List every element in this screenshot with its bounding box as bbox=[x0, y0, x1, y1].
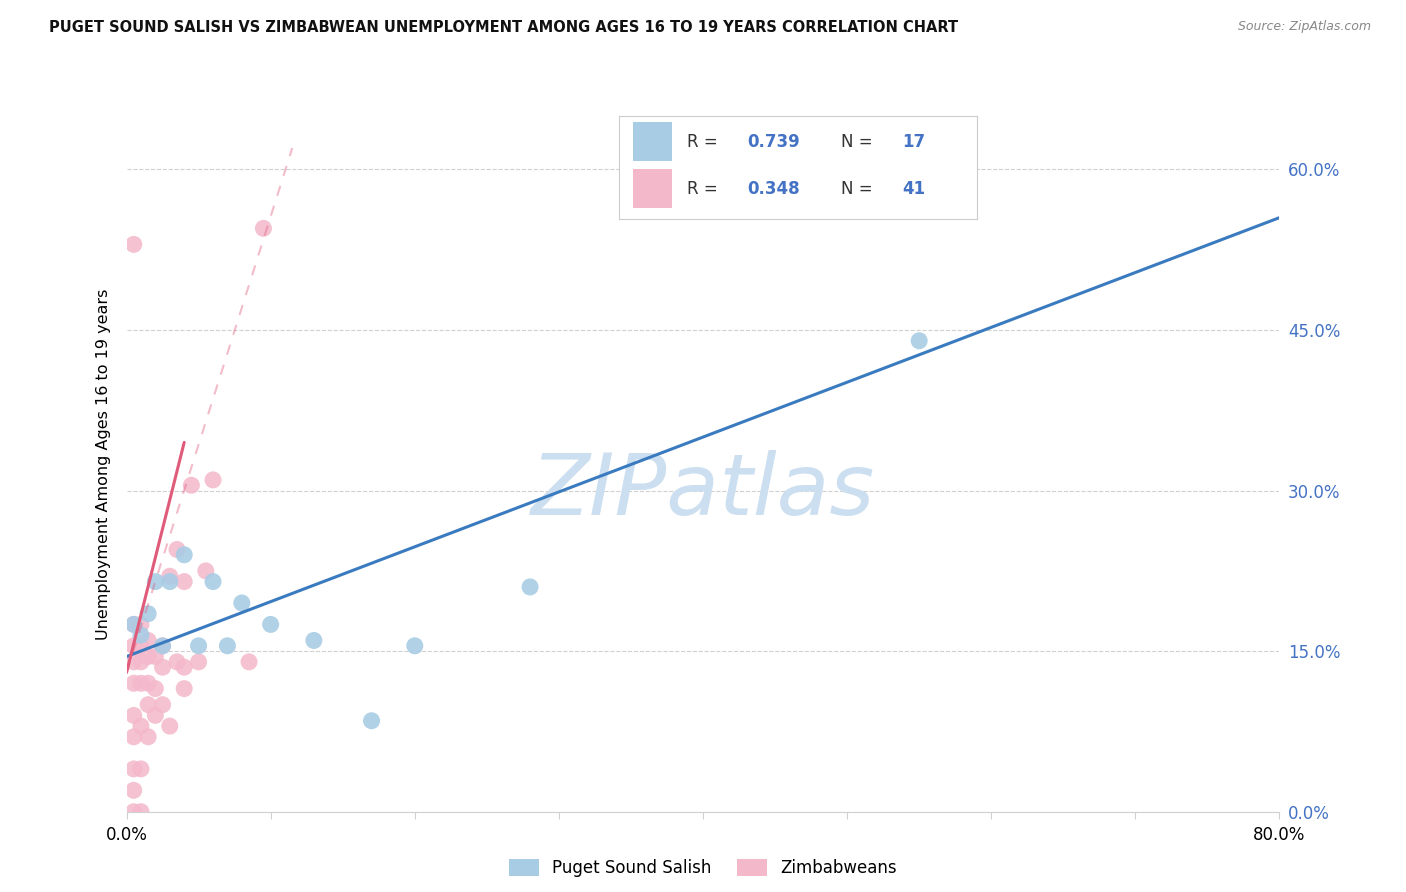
Point bbox=[519, 580, 541, 594]
Point bbox=[166, 542, 188, 557]
Point bbox=[259, 617, 281, 632]
Point bbox=[152, 698, 174, 712]
Point bbox=[252, 221, 274, 235]
Text: PUGET SOUND SALISH VS ZIMBABWEAN UNEMPLOYMENT AMONG AGES 16 TO 19 YEARS CORRELAT: PUGET SOUND SALISH VS ZIMBABWEAN UNEMPLO… bbox=[49, 20, 959, 35]
Point bbox=[908, 334, 931, 348]
Point bbox=[129, 639, 152, 653]
Point bbox=[145, 574, 166, 589]
Point bbox=[136, 607, 159, 621]
Point bbox=[404, 639, 426, 653]
Point bbox=[122, 708, 145, 723]
FancyBboxPatch shape bbox=[633, 169, 672, 208]
Point bbox=[122, 617, 145, 632]
Point bbox=[122, 676, 145, 690]
Point bbox=[173, 574, 195, 589]
FancyBboxPatch shape bbox=[633, 122, 672, 161]
Point bbox=[122, 762, 145, 776]
Point bbox=[173, 681, 195, 696]
Text: 17: 17 bbox=[901, 133, 925, 151]
Point bbox=[217, 639, 239, 653]
Point bbox=[122, 639, 145, 653]
Point bbox=[129, 805, 152, 819]
Text: R =: R = bbox=[686, 133, 723, 151]
Point bbox=[122, 783, 145, 797]
Point bbox=[159, 569, 181, 583]
Legend: Puget Sound Salish, Zimbabweans: Puget Sound Salish, Zimbabweans bbox=[502, 852, 904, 883]
Point bbox=[360, 714, 382, 728]
Text: R =: R = bbox=[686, 180, 723, 198]
Point bbox=[122, 730, 145, 744]
Point bbox=[187, 655, 209, 669]
Point bbox=[129, 655, 152, 669]
Text: 0.348: 0.348 bbox=[748, 180, 800, 198]
Text: ZIPatlas: ZIPatlas bbox=[531, 450, 875, 533]
Point bbox=[122, 805, 145, 819]
Point bbox=[173, 548, 195, 562]
Point bbox=[231, 596, 253, 610]
Point bbox=[129, 719, 152, 733]
Point bbox=[166, 655, 188, 669]
Point bbox=[129, 676, 152, 690]
Point bbox=[136, 676, 159, 690]
Point bbox=[159, 574, 181, 589]
Point bbox=[122, 237, 145, 252]
Point bbox=[145, 708, 166, 723]
Point bbox=[194, 564, 217, 578]
Point bbox=[159, 719, 181, 733]
Point bbox=[129, 628, 152, 642]
Point bbox=[180, 478, 202, 492]
Point bbox=[145, 681, 166, 696]
Point bbox=[136, 730, 159, 744]
Text: 41: 41 bbox=[901, 180, 925, 198]
Point bbox=[136, 698, 159, 712]
Point bbox=[152, 660, 174, 674]
Point bbox=[187, 639, 209, 653]
Point bbox=[136, 649, 159, 664]
Text: 0.739: 0.739 bbox=[748, 133, 800, 151]
Point bbox=[122, 617, 145, 632]
Point bbox=[129, 762, 152, 776]
Point bbox=[173, 660, 195, 674]
Point bbox=[202, 574, 225, 589]
Point bbox=[145, 649, 166, 664]
Point bbox=[136, 633, 159, 648]
Point bbox=[129, 617, 152, 632]
Y-axis label: Unemployment Among Ages 16 to 19 years: Unemployment Among Ages 16 to 19 years bbox=[96, 288, 111, 640]
Text: N =: N = bbox=[841, 180, 877, 198]
Point bbox=[152, 639, 174, 653]
Point bbox=[238, 655, 260, 669]
Point bbox=[202, 473, 225, 487]
Point bbox=[302, 633, 325, 648]
Text: Source: ZipAtlas.com: Source: ZipAtlas.com bbox=[1237, 20, 1371, 33]
Point bbox=[122, 655, 145, 669]
Point bbox=[152, 639, 174, 653]
Text: N =: N = bbox=[841, 133, 877, 151]
